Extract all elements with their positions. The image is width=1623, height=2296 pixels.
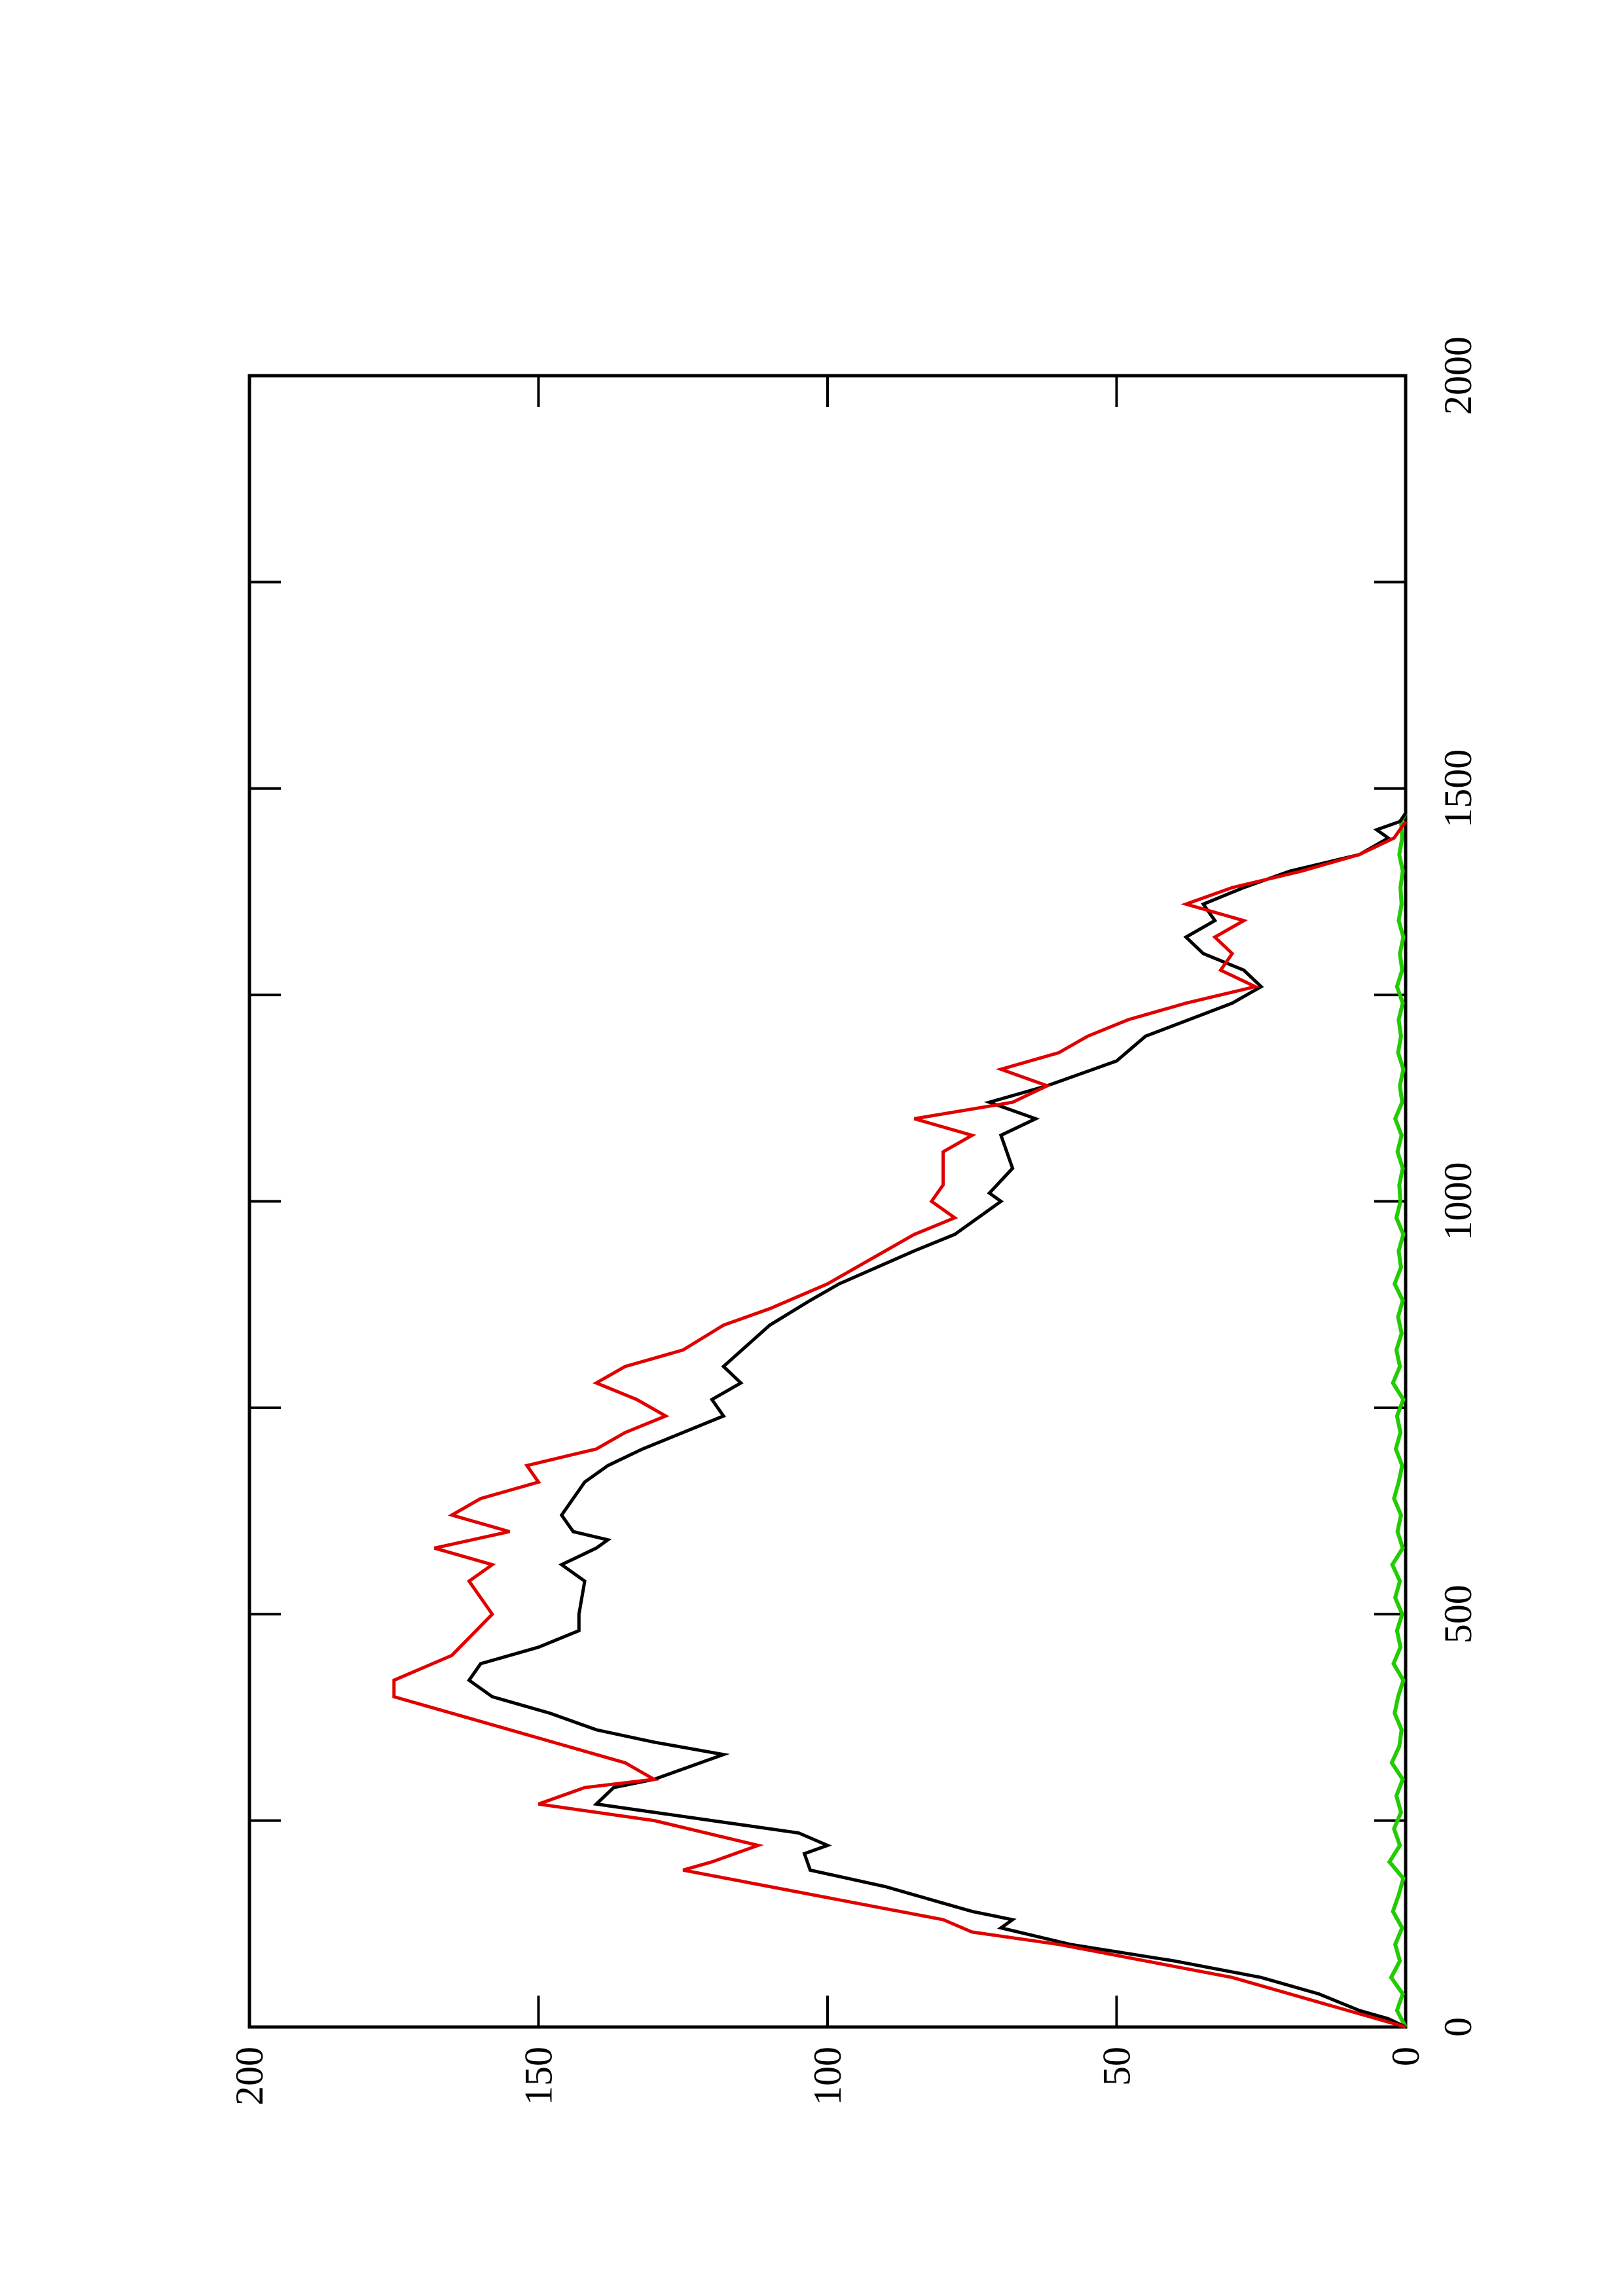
plot-frame	[247, 374, 1408, 2029]
series-layer	[392, 812, 1408, 2029]
y-tick-label: 200	[228, 2047, 271, 2106]
y-tick-label: 50	[1095, 2047, 1139, 2086]
x-tick-label: 2000	[1436, 336, 1480, 415]
y-tick-label: 150	[517, 2047, 560, 2106]
x-tick-label: 0	[1436, 2017, 1480, 2037]
series-line-1	[392, 820, 1408, 2029]
y-tick-label: 100	[806, 2047, 849, 2106]
series-line-2	[1387, 812, 1408, 2028]
ticks	[248, 374, 1407, 2028]
y-tick-label: 0	[1384, 2047, 1427, 2066]
x-tick-label: 500	[1436, 1585, 1480, 1643]
x-tick-label: 1000	[1436, 1162, 1480, 1241]
series-line-0	[467, 812, 1408, 2029]
tick-labels: 0 500 1000 1500 2000 0 50 100 150 200	[228, 336, 1480, 2106]
x-tick-label: 1500	[1436, 749, 1480, 828]
